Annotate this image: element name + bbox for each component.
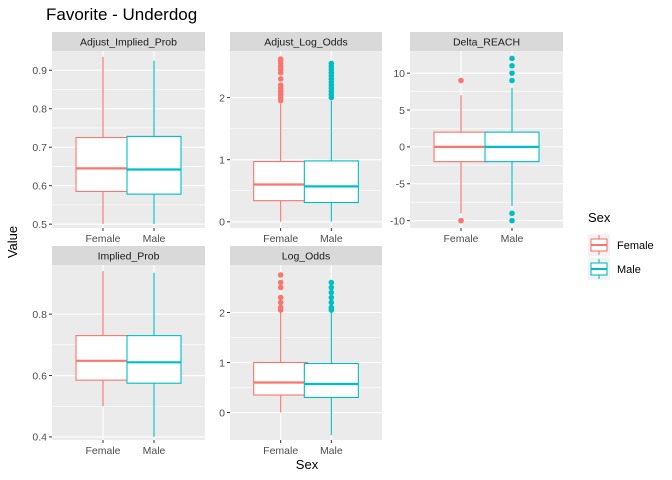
box-female — [253, 56, 309, 222]
outlier-point — [277, 272, 284, 278]
outlier-point — [458, 217, 464, 224]
x-tick-label: Male — [320, 233, 343, 245]
box-male — [126, 60, 182, 225]
outlier-point — [509, 77, 515, 84]
y-tick-label: 0.6 — [32, 370, 47, 382]
y-tick-label: 2 — [219, 307, 225, 319]
x-tick-label: Male — [143, 445, 166, 457]
box-iqr — [253, 361, 309, 396]
y-tick-label: 0.5 — [32, 219, 47, 231]
facet-panel-Delta_REACH: Delta_REACH -10 -5 0 5 10 Female Male — [390, 32, 563, 245]
outlier-point — [509, 55, 515, 62]
box-iqr — [253, 160, 309, 202]
outlier-point — [328, 299, 335, 306]
outlier-point — [277, 294, 284, 301]
outlier-point — [328, 304, 335, 311]
outlier-point — [277, 76, 284, 82]
y-tick-label: 0.9 — [32, 65, 47, 77]
y-tick-label: 0.8 — [32, 104, 47, 116]
x-axis-title: Sex — [296, 457, 319, 472]
facet-strip-label: Implied_Prob — [98, 251, 160, 263]
x-tick-label: Female — [263, 445, 298, 457]
facet-panel-Implied_Prob: Implied_Prob 0.4 0.6 0.8 Female Male — [32, 246, 205, 457]
box-female — [75, 271, 131, 407]
y-tick-label: 0 — [219, 217, 225, 229]
outlier-point — [509, 210, 515, 217]
box-iqr — [303, 362, 359, 399]
facet-panels: Adjust_Implied_Prob 0.5 0.6 0.7 0.8 0.9 Female… — [32, 32, 563, 457]
x-tick-label: Female — [85, 445, 120, 457]
box-male — [484, 55, 540, 224]
facet-strip — [230, 32, 382, 51]
chart-title: Favorite - Underdog — [46, 5, 197, 24]
outlier-point — [328, 284, 335, 291]
facet-strip-label: Adjust_Implied_Prob — [80, 37, 177, 49]
y-tick-label: 0.4 — [32, 432, 47, 444]
y-tick-label: 1 — [219, 154, 225, 166]
outlier-point — [458, 77, 464, 84]
legend-title: Sex — [588, 210, 611, 225]
box-female — [253, 272, 309, 413]
outlier-point — [277, 279, 284, 286]
box-iqr — [126, 335, 182, 384]
box-male — [126, 272, 182, 437]
y-tick-label: 0.6 — [32, 180, 47, 192]
y-tick-label: 0 — [219, 407, 225, 419]
y-tick-label: 0 — [399, 142, 405, 154]
box-male — [303, 279, 359, 435]
facet-strip-label: Delta_REACH — [453, 37, 520, 49]
box-iqr — [75, 335, 131, 381]
outlier-point — [509, 70, 515, 76]
facet-strip — [410, 32, 563, 51]
facet-strip — [52, 246, 205, 265]
box-iqr — [75, 137, 131, 192]
y-tick-label: 10 — [393, 68, 405, 80]
y-tick-label: 0.7 — [32, 142, 47, 154]
facet-strip-label: Adjust_Log_Odds — [264, 37, 347, 49]
y-tick-label: 1 — [219, 357, 225, 369]
outlier-point — [277, 304, 284, 311]
outlier-point — [328, 289, 335, 296]
outlier-point — [328, 60, 335, 67]
outlier-point — [277, 284, 284, 291]
box-female — [75, 56, 131, 225]
outlier-point — [277, 299, 284, 306]
y-tick-label: 5 — [399, 105, 405, 117]
x-tick-label: Male — [320, 445, 343, 457]
x-tick-label: Female — [85, 233, 120, 245]
facet-panel-Adjust_Log_Odds: Adjust_Log_Odds 0 1 2 Female Male — [219, 32, 382, 245]
legend-label-male: Male — [617, 264, 641, 276]
legend: Sex Female Male — [588, 210, 654, 280]
outlier-point — [509, 62, 515, 69]
facet-panel-Log_Odds: Log_Odds 0 1 2 Female Male — [219, 246, 382, 457]
outlier-point — [328, 279, 335, 286]
facet-panel-Adjust_Implied_Prob: Adjust_Implied_Prob 0.5 0.6 0.7 0.8 0.9 Female… — [32, 32, 205, 245]
y-tick-label: 0.8 — [32, 309, 47, 321]
y-axis-title: Value — [5, 226, 20, 258]
box-iqr — [303, 160, 359, 204]
x-tick-label: Female — [263, 233, 298, 245]
y-tick-label: 2 — [219, 92, 225, 104]
x-tick-label: Female — [443, 233, 478, 245]
outlier-point — [509, 217, 515, 224]
y-tick-label: -10 — [390, 215, 405, 227]
outlier-point — [328, 294, 335, 301]
y-tick-label: -5 — [396, 179, 405, 191]
facet-strip — [52, 32, 205, 51]
x-tick-label: Male — [143, 233, 166, 245]
outlier-point — [277, 82, 284, 88]
panel-background — [230, 265, 382, 440]
box-male — [303, 60, 359, 222]
box-iqr — [126, 135, 182, 195]
facet-strip-label: Log_Odds — [282, 251, 330, 263]
x-tick-label: Male — [501, 233, 524, 245]
legend-label-female: Female — [617, 240, 654, 252]
outlier-point — [277, 56, 284, 62]
facet-strip — [230, 246, 382, 265]
